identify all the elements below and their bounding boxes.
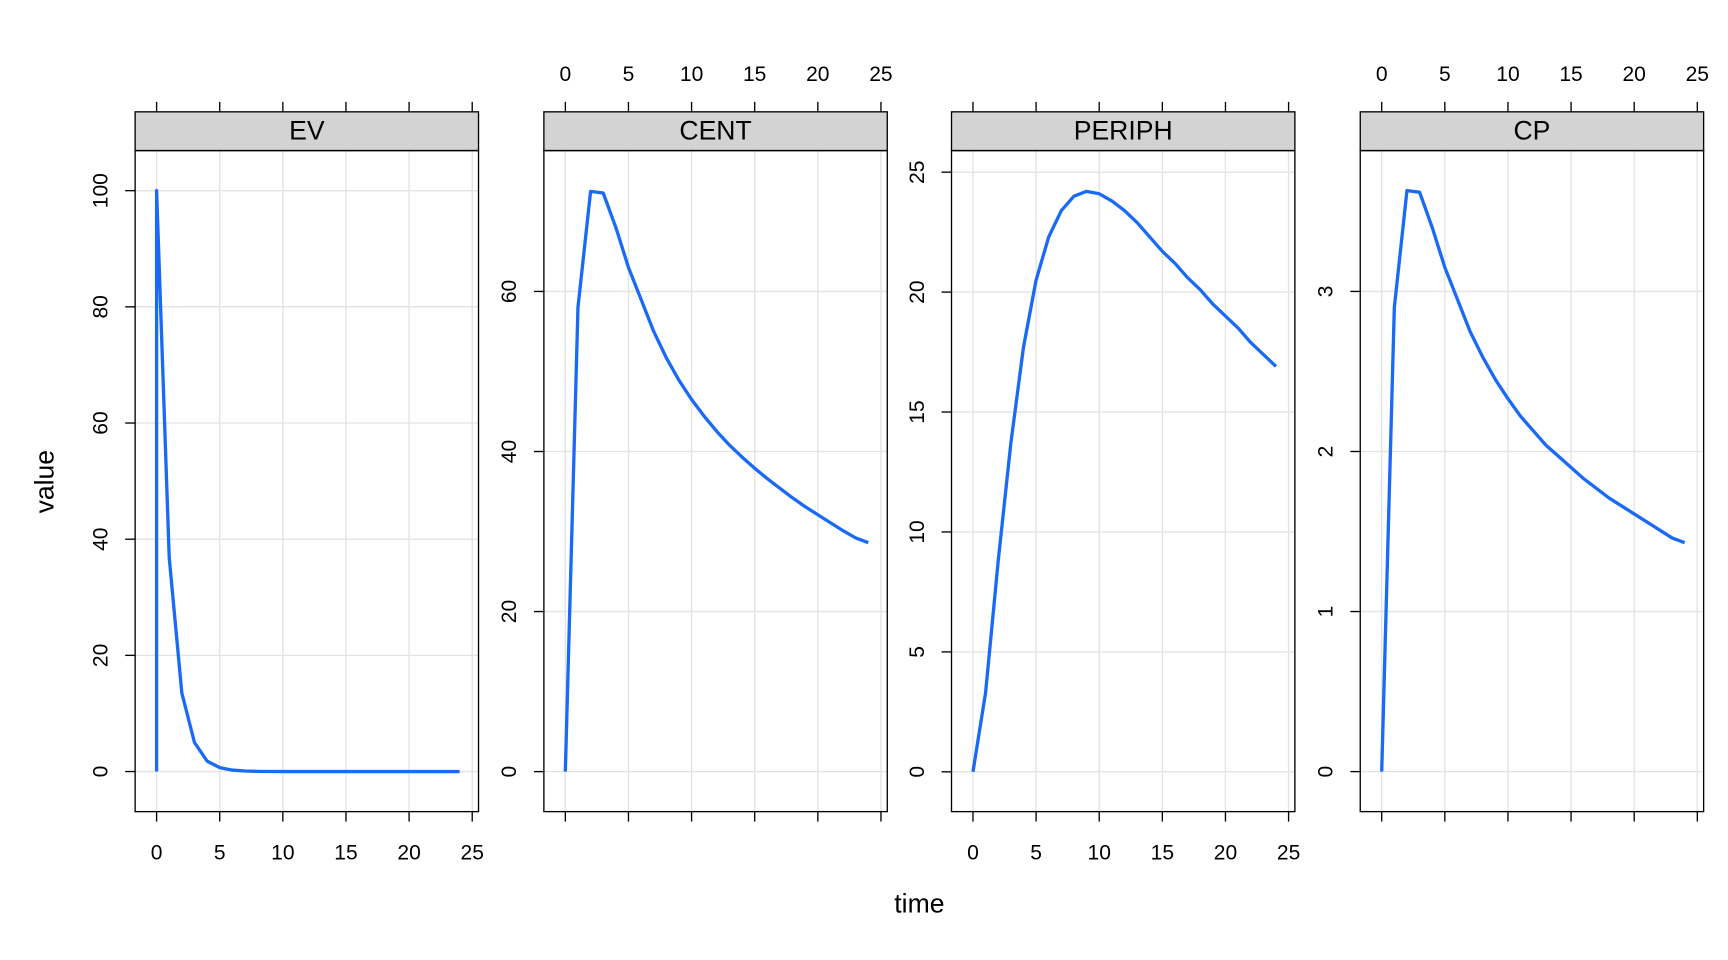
x-tick-label: 0	[559, 63, 571, 86]
panel-frame	[1359, 149, 1705, 813]
x-tick-label: 10	[1496, 63, 1519, 86]
panel-frame	[950, 149, 1296, 813]
panel-frame	[543, 149, 888, 813]
panel-title: EV	[289, 115, 325, 145]
y-tick-label: 10	[906, 520, 929, 543]
x-tick-label: 15	[1559, 63, 1582, 86]
x-tick-label: 15	[334, 841, 357, 864]
x-tick-label: 15	[1151, 841, 1174, 864]
y-tick-label: 3	[1315, 286, 1338, 298]
x-tick-label: 0	[1376, 63, 1388, 86]
y-tick-label: 15	[906, 400, 929, 423]
panel-frame	[134, 149, 480, 813]
y-tick-label: 1	[1315, 606, 1338, 618]
data-line	[1380, 188, 1686, 772]
y-tick-label: 5	[906, 646, 929, 658]
x-tick-label: 20	[397, 841, 420, 864]
y-tick-label: 0	[1315, 766, 1338, 778]
data-line	[971, 189, 1278, 773]
y-tick-label: 20	[906, 280, 929, 303]
x-tick-label: 5	[1439, 63, 1451, 86]
x-tick-label: 5	[623, 63, 635, 86]
x-tick-label: 5	[214, 841, 226, 864]
x-axis-label: time	[894, 889, 944, 919]
y-axis-label: value	[30, 450, 60, 514]
y-tick-label: 40	[89, 527, 112, 550]
x-tick-label: 10	[1088, 841, 1111, 864]
x-tick-label: 10	[680, 63, 703, 86]
x-tick-label: 25	[461, 841, 484, 864]
x-tick-label: 0	[151, 841, 163, 864]
data-line	[563, 189, 869, 772]
strip	[134, 111, 480, 152]
x-tick-label: 25	[1686, 63, 1709, 86]
x-tick-label: 20	[806, 63, 829, 86]
y-tick-label: 20	[498, 600, 521, 623]
x-tick-label: 25	[869, 63, 892, 86]
strip	[950, 111, 1296, 152]
y-tick-label: 0	[906, 766, 929, 778]
y-tick-label: 0	[89, 766, 112, 778]
x-tick-label: 25	[1277, 841, 1300, 864]
x-tick-label: 15	[743, 63, 766, 86]
y-tick-label: 100	[89, 173, 112, 208]
y-tick-label: 40	[498, 440, 521, 463]
y-tick-label: 2	[1315, 446, 1338, 458]
x-tick-label: 10	[271, 841, 294, 864]
strip	[1359, 111, 1705, 152]
x-tick-label: 20	[1622, 63, 1645, 86]
x-tick-label: 20	[1214, 841, 1237, 864]
y-tick-label: 0	[498, 766, 521, 778]
strip	[543, 111, 888, 152]
y-tick-label: 60	[89, 411, 112, 434]
panel-title: CP	[1513, 115, 1550, 145]
data-line	[154, 189, 460, 774]
x-tick-label: 5	[1030, 841, 1042, 864]
y-tick-label: 60	[498, 280, 521, 303]
panel-title: PERIPH	[1074, 115, 1173, 145]
x-tick-label: 0	[967, 841, 979, 864]
y-tick-label: 25	[906, 160, 929, 183]
panel-title: CENT	[679, 115, 751, 145]
y-tick-label: 80	[89, 295, 112, 318]
y-tick-label: 20	[89, 644, 112, 667]
